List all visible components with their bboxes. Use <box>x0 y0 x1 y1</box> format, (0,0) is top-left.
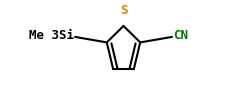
Text: Me 3Si: Me 3Si <box>29 29 74 42</box>
Text: CN: CN <box>173 29 188 42</box>
Text: S: S <box>120 4 127 17</box>
